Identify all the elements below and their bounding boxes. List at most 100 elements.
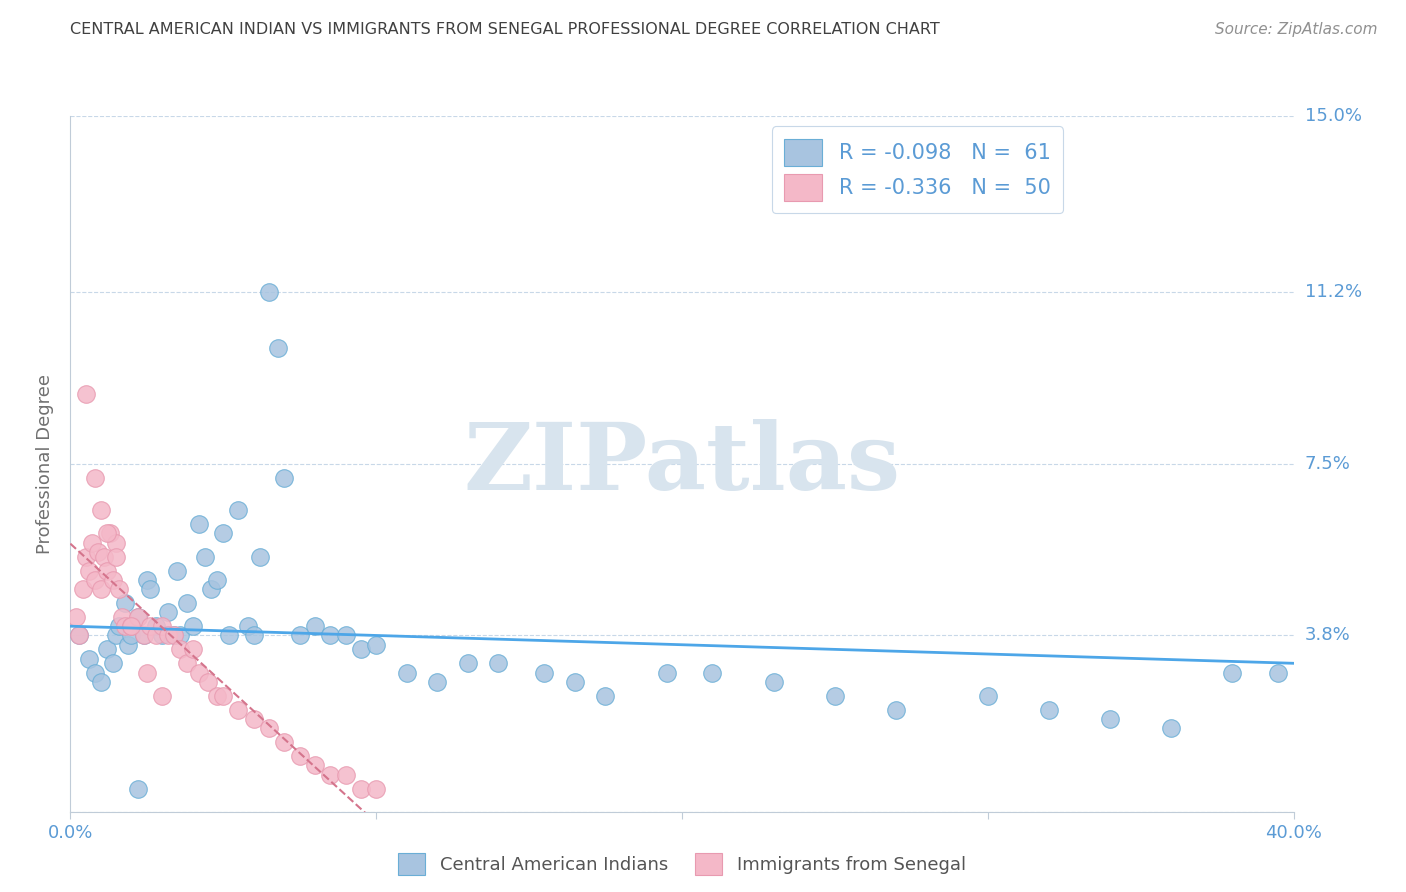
Point	[1160, 721, 1182, 735]
Point	[304, 758, 326, 772]
Point	[257, 285, 280, 300]
Point	[96, 564, 118, 578]
Point	[145, 619, 167, 633]
Text: 11.2%: 11.2%	[1305, 284, 1362, 301]
Point	[157, 628, 180, 642]
Point	[218, 628, 240, 642]
Point	[139, 619, 162, 633]
Point	[169, 642, 191, 657]
Point	[288, 628, 311, 642]
Point	[114, 596, 136, 610]
Point	[205, 689, 228, 703]
Point	[69, 628, 91, 642]
Point	[533, 665, 555, 680]
Point	[127, 781, 149, 796]
Point	[96, 642, 118, 657]
Point	[176, 596, 198, 610]
Point	[101, 573, 124, 587]
Point	[108, 619, 131, 633]
Point	[75, 387, 97, 401]
Point	[145, 628, 167, 642]
Point	[824, 689, 846, 703]
Point	[127, 610, 149, 624]
Point	[236, 619, 259, 633]
Point	[90, 674, 112, 689]
Point	[108, 582, 131, 596]
Point	[90, 503, 112, 517]
Legend: Central American Indians, Immigrants from Senegal: Central American Indians, Immigrants fro…	[391, 847, 973, 883]
Point	[105, 549, 128, 564]
Point	[72, 582, 94, 596]
Point	[1038, 703, 1060, 717]
Point	[150, 689, 173, 703]
Y-axis label: Professional Degree: Professional Degree	[37, 374, 55, 554]
Point	[98, 526, 121, 541]
Point	[169, 628, 191, 642]
Point	[77, 651, 100, 665]
Point	[150, 619, 173, 633]
Point	[488, 657, 510, 671]
Text: CENTRAL AMERICAN INDIAN VS IMMIGRANTS FROM SENEGAL PROFESSIONAL DEGREE CORRELATI: CENTRAL AMERICAN INDIAN VS IMMIGRANTS FR…	[70, 22, 941, 37]
Point	[101, 657, 124, 671]
Point	[243, 712, 266, 726]
Point	[304, 619, 326, 633]
Point	[135, 573, 157, 587]
Point	[212, 526, 235, 541]
Point	[249, 549, 271, 564]
Point	[319, 628, 342, 642]
Point	[200, 582, 222, 596]
Point	[132, 628, 155, 642]
Point	[65, 610, 87, 624]
Point	[228, 503, 250, 517]
Point	[197, 674, 219, 689]
Point	[205, 573, 228, 587]
Point	[273, 471, 295, 485]
Point	[350, 781, 373, 796]
Point	[288, 749, 311, 764]
Point	[350, 642, 373, 657]
Point	[83, 665, 105, 680]
Point	[194, 549, 217, 564]
Point	[121, 628, 143, 642]
Point	[457, 657, 479, 671]
Point	[366, 638, 388, 652]
Text: 15.0%: 15.0%	[1305, 107, 1361, 125]
Point	[87, 545, 110, 559]
Point	[132, 628, 155, 642]
Point	[150, 628, 173, 642]
Point	[976, 689, 998, 703]
Point	[243, 628, 266, 642]
Point	[93, 549, 115, 564]
Point	[83, 573, 105, 587]
Point	[319, 767, 342, 781]
Text: ZIPatlas: ZIPatlas	[464, 419, 900, 508]
Point	[163, 628, 186, 642]
Point	[228, 703, 250, 717]
Point	[1267, 665, 1289, 680]
Point	[335, 767, 357, 781]
Point	[1220, 665, 1243, 680]
Point	[212, 689, 235, 703]
Point	[105, 628, 128, 642]
Point	[564, 674, 586, 689]
Point	[884, 703, 907, 717]
Point	[181, 619, 204, 633]
Point	[127, 610, 149, 624]
Point	[90, 582, 112, 596]
Point	[395, 665, 418, 680]
Point	[80, 535, 103, 549]
Point	[83, 471, 105, 485]
Point	[139, 582, 162, 596]
Point	[273, 735, 295, 749]
Point	[335, 628, 357, 642]
Point	[111, 610, 134, 624]
Point	[157, 605, 180, 619]
Point	[114, 619, 136, 633]
Point	[257, 721, 280, 735]
Point	[121, 619, 143, 633]
Point	[121, 619, 143, 633]
Text: 7.5%: 7.5%	[1305, 455, 1351, 473]
Point	[702, 665, 724, 680]
Point	[163, 628, 186, 642]
Text: 3.8%: 3.8%	[1305, 626, 1350, 644]
